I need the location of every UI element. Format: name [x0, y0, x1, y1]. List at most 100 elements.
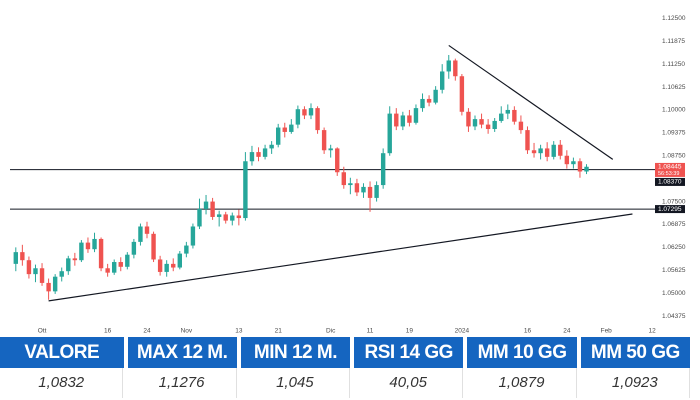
candle-body	[479, 119, 484, 125]
y-tick-label: 1.12500	[662, 15, 686, 22]
candle-body	[295, 109, 301, 125]
candle-body	[538, 148, 543, 154]
candle-body	[367, 186, 373, 198]
candle-body	[400, 115, 406, 127]
x-tick-label: Nov	[181, 328, 193, 335]
candle-body	[518, 121, 524, 131]
candle-body	[459, 76, 465, 112]
x-tick-label: 19	[406, 328, 414, 335]
x-tick-label: 12	[649, 328, 657, 335]
candle-body	[551, 144, 556, 157]
candle-body	[262, 148, 268, 157]
candle-body	[440, 71, 445, 90]
candle-body	[184, 245, 189, 254]
candle-body	[52, 276, 58, 292]
y-tick-label: 1.05000	[662, 290, 686, 297]
x-tick-label: 13	[235, 328, 243, 335]
candle-body	[374, 185, 379, 198]
candle-body	[131, 241, 137, 255]
x-tick-label: 2024	[455, 328, 470, 335]
candle-body	[125, 254, 130, 267]
value-cell: 1,1276	[127, 368, 237, 398]
candle-body	[72, 258, 78, 261]
candle-body	[387, 113, 392, 154]
header-cell: MM 10 GG	[467, 337, 577, 368]
candle-body	[112, 262, 117, 273]
candle-body	[46, 282, 51, 292]
candle-body	[236, 215, 242, 219]
candle-body	[243, 161, 248, 219]
value-cell: 1,0923	[581, 368, 690, 398]
candle-body	[269, 144, 274, 149]
candle-body	[157, 259, 163, 272]
candle-body	[407, 115, 412, 123]
y-tick-label: 1.08750	[662, 152, 686, 159]
candle-body	[512, 109, 517, 122]
candle-body	[105, 268, 110, 273]
x-tick-label: Ott	[38, 328, 47, 335]
candle-body	[249, 152, 255, 162]
price-label-box	[655, 177, 685, 186]
candle-body	[328, 148, 333, 151]
x-tick-label: 16	[524, 328, 532, 335]
value-cell: 1,0832	[0, 368, 124, 398]
price-label-box	[655, 205, 685, 214]
x-tick-label: 16	[104, 328, 112, 335]
candle-body	[308, 108, 314, 116]
candle-body	[380, 153, 386, 186]
y-tick-label: 1.09375	[662, 130, 686, 137]
header-cell: MM 50 GG	[580, 337, 690, 368]
candle-body	[341, 172, 346, 186]
y-tick-label: 1.06250	[662, 244, 686, 251]
trendline	[48, 213, 633, 302]
candle-body	[525, 130, 530, 151]
trendline	[448, 44, 614, 160]
candle-body	[420, 98, 425, 109]
candle-body	[577, 161, 583, 172]
x-tick-label: 11	[367, 328, 374, 335]
value-cell: 40,05	[354, 368, 464, 398]
candle-body	[531, 150, 537, 154]
price-label-countdown: 56:53:39	[658, 171, 679, 177]
price-label: 1.08370	[658, 179, 682, 186]
candle-body	[177, 253, 182, 268]
candle-body	[151, 233, 156, 260]
price-label-box	[655, 162, 685, 177]
candle-body	[335, 148, 340, 173]
price-label: 1.08445	[658, 164, 682, 171]
candle-body	[197, 208, 202, 227]
value-row: 1,0832 1,1276 1,045 40,05 1,0879 1,0923	[0, 368, 690, 398]
candle-body	[321, 130, 327, 151]
indicator-table: VALORE MAX 12 M. MIN 12 M. RSI 14 GG MM 10 G…	[0, 337, 690, 398]
x-tick-label: 21	[275, 328, 283, 335]
candle-body	[505, 109, 510, 114]
y-tick-label: 1.06875	[662, 221, 686, 228]
header-cell: MAX 12 M.	[127, 337, 237, 368]
candle-body	[564, 155, 570, 165]
candle-body	[276, 127, 281, 145]
candle-body	[39, 268, 45, 283]
candle-body	[98, 238, 104, 269]
candle-body	[210, 201, 215, 217]
candle-body	[348, 183, 353, 186]
candle-body	[33, 268, 38, 275]
candle-body	[289, 124, 294, 132]
candle-body	[354, 183, 360, 193]
candle-body	[59, 271, 64, 277]
header-cell: VALORE	[0, 337, 124, 368]
y-tick-label: 1.10625	[662, 84, 686, 91]
value-cell: 1,0879	[467, 368, 577, 398]
value-cell: 1,045	[241, 368, 351, 398]
candle-body	[446, 60, 451, 72]
candle-body	[171, 263, 176, 268]
candle-body	[190, 226, 196, 246]
x-tick-label: Dic	[326, 328, 336, 335]
y-tick-label: 1.10000	[662, 107, 686, 114]
candle-body	[79, 242, 84, 261]
x-tick-label: 24	[143, 328, 151, 335]
candle-body	[144, 226, 150, 234]
y-tick-label: 1.04375	[662, 313, 686, 320]
y-tick-label: 1.07500	[662, 198, 686, 205]
candle-body	[394, 113, 399, 127]
candle-body	[433, 89, 438, 103]
